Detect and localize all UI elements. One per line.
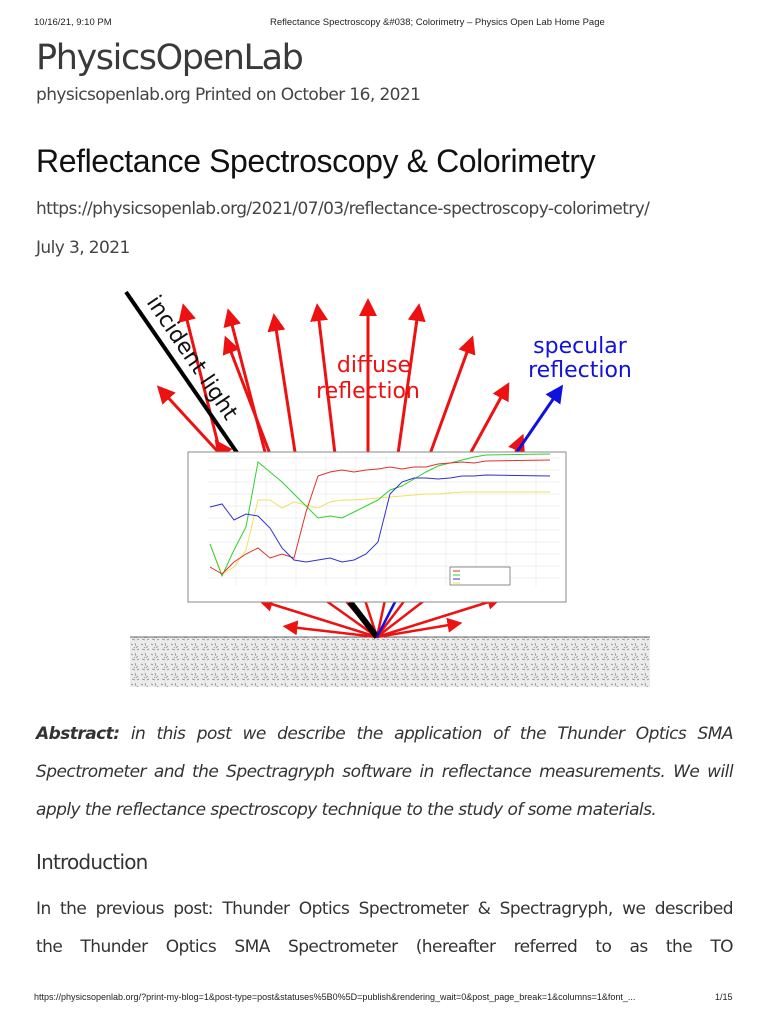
rough-surface	[130, 636, 650, 687]
introduction-paragraph: In the previous post: Thunder Optics Spe…	[36, 890, 734, 966]
diffuse-label-line1: diffuse	[337, 353, 411, 378]
post-title: Reflectance Spectroscopy & Colorimetry	[36, 143, 596, 179]
site-title[interactable]: PhysicsOpenLab	[36, 38, 304, 78]
page-number: 1/15	[715, 992, 733, 1002]
intro-line-2: the Thunder Optics SMA Spectrometer (her…	[36, 937, 734, 957]
chart-legend	[449, 566, 511, 586]
incident-ray-lower	[347, 600, 380, 639]
abstract-paragraph: Abstract: in this post we describe the a…	[36, 715, 734, 829]
abstract-label: Abstract:	[36, 724, 120, 744]
incident-light-label: incident light	[141, 291, 243, 425]
post-date: July 3, 2021	[36, 238, 130, 258]
reflectance-chart	[187, 451, 567, 603]
print-footer-url: https://physicsopenlab.org/?print-my-blo…	[34, 992, 636, 1002]
specular-label-line1: specular	[533, 334, 628, 359]
specular-arrow	[508, 384, 564, 463]
introduction-heading: Introduction	[36, 850, 148, 874]
print-page-title: Reflectance Spectroscopy &#038; Colorime…	[270, 17, 605, 28]
post-url-link[interactable]: https://physicsopenlab.org/2021/07/03/re…	[36, 199, 650, 219]
specular-label-line2: reflection	[528, 358, 632, 383]
reflection-diagram-svg: incident light diffuse reflection specul…	[124, 290, 650, 687]
reflection-diagram-figure: incident light diffuse reflection specul…	[110, 282, 670, 702]
site-subtitle: physicsopenlab.org Printed on October 16…	[36, 85, 421, 105]
specular-ray-lower	[375, 601, 397, 638]
abstract-text: in this post we describe the application…	[36, 724, 734, 820]
intro-line-1: In the previous post: Thunder Optics Spe…	[36, 899, 734, 919]
print-header: 10/16/21, 9:10 PM Reflectance Spectrosco…	[0, 17, 768, 31]
print-timestamp: 10/16/21, 9:10 PM	[34, 17, 112, 28]
diffuse-label-line2: reflection	[316, 379, 420, 404]
incident-light-ray	[124, 290, 242, 459]
